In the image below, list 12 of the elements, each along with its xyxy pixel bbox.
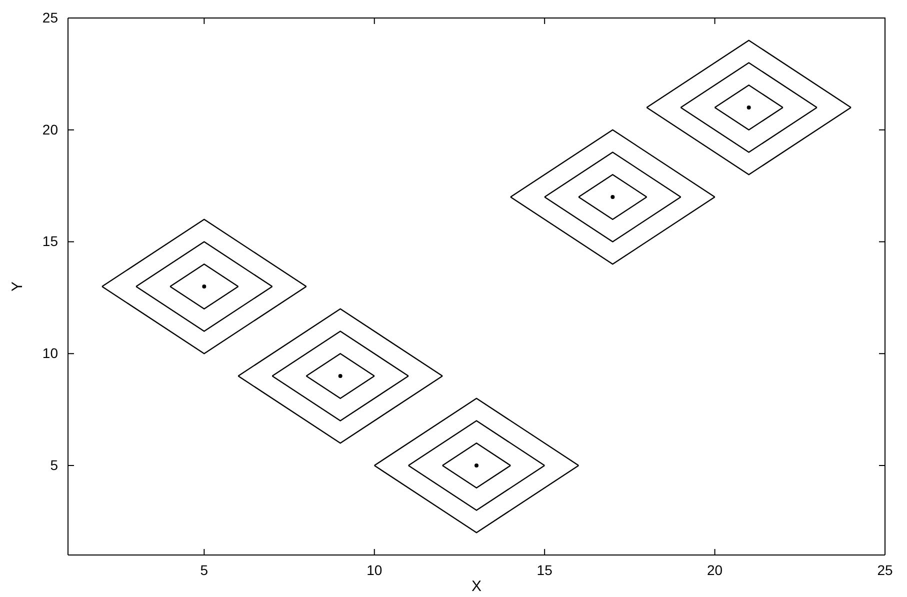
y-axis-title: Y (9, 281, 26, 292)
x-tick-label: 5 (200, 562, 208, 578)
x-tick-label: 15 (536, 562, 553, 578)
x-tick-label: 25 (877, 562, 893, 578)
x-tick-label: 20 (707, 562, 723, 578)
x-axis-title: X (471, 578, 482, 595)
y-tick-label: 20 (42, 121, 58, 138)
y-tick-label: 5 (50, 456, 58, 473)
y-tick-label: 10 (42, 345, 58, 362)
x-tick-label: 10 (366, 562, 382, 578)
y-tick-label: 25 (42, 9, 58, 26)
y-tick-label: 15 (42, 233, 58, 250)
